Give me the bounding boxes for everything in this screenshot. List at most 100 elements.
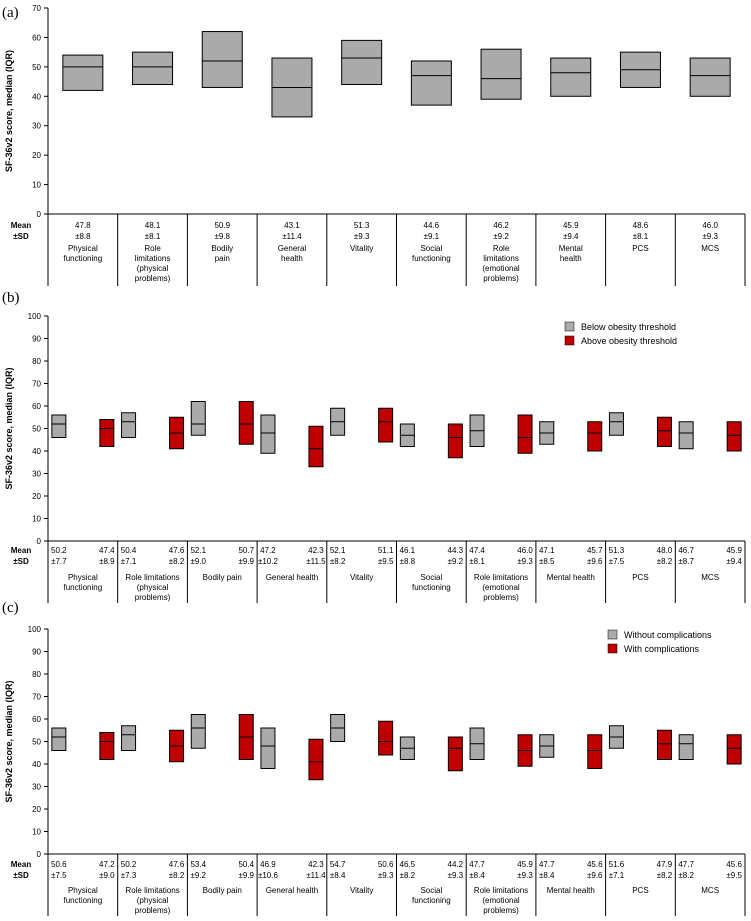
- y-tick-label: 70: [32, 693, 41, 702]
- sd-value: ±9.9: [238, 557, 254, 566]
- category-label: functioning: [63, 896, 102, 905]
- iqr-box: [689, 57, 731, 97]
- y-tick-label: 0: [37, 537, 42, 546]
- stat-header-mean: Mean: [11, 860, 32, 869]
- mean-value: 47.6: [169, 860, 185, 869]
- category-label: Social: [420, 244, 442, 253]
- sd-value: ±9.8: [214, 232, 230, 241]
- legend-swatch: [607, 643, 618, 654]
- category-label: Role: [493, 244, 510, 253]
- sd-value: ±9.5: [378, 557, 394, 566]
- category-label: functioning: [412, 896, 451, 905]
- mean-value: 47.9: [657, 860, 673, 869]
- category-label: Role limitations: [474, 573, 528, 582]
- mean-value: 50.6: [378, 860, 394, 869]
- sd-value: ±7.1: [121, 557, 137, 566]
- iqr-box: [656, 416, 672, 447]
- sd-value: ±8.4: [469, 871, 485, 880]
- category-label: problems): [135, 593, 171, 602]
- mean-value: 50.9: [214, 221, 230, 230]
- legend-label: With complications: [624, 644, 700, 654]
- category-label: health: [281, 254, 303, 263]
- y-tick-label: 50: [32, 738, 41, 747]
- sd-value: ±8.2: [169, 557, 185, 566]
- category-label: PCS: [632, 244, 648, 253]
- iqr-box: [190, 714, 206, 749]
- iqr-box: [378, 407, 394, 443]
- category-label: Role limitations: [125, 886, 179, 895]
- category-label: Role limitations: [474, 886, 528, 895]
- iqr-box: [190, 401, 206, 436]
- y-tick-label: 60: [32, 33, 41, 42]
- y-tick-label: 40: [32, 92, 41, 101]
- mean-value: 46.2: [493, 221, 509, 230]
- category-label: pain: [215, 254, 230, 263]
- category-label: Physical: [68, 244, 98, 253]
- mean-value: 47.7: [539, 860, 555, 869]
- mean-value: 42.3: [308, 546, 324, 555]
- sd-value: ±8.1: [469, 557, 485, 566]
- mean-value: 51.1: [378, 546, 394, 555]
- sd-value: ±9.6: [587, 557, 603, 566]
- y-tick-label: 80: [32, 357, 41, 366]
- mean-value: 46.7: [678, 546, 694, 555]
- iqr-box: [201, 31, 243, 88]
- sd-value: ±8.1: [145, 232, 161, 241]
- category-label: (physical: [137, 896, 169, 905]
- category-label: functioning: [63, 583, 102, 592]
- category-label: functioning: [412, 583, 451, 592]
- panel-label: (a): [2, 5, 19, 21]
- sd-value: ±8.4: [330, 871, 346, 880]
- iqr-box: [121, 412, 137, 438]
- mean-value: 50.6: [51, 860, 67, 869]
- category-label: problems): [483, 906, 519, 915]
- sd-value: ±9.9: [238, 871, 254, 880]
- y-tick-label: 90: [32, 335, 41, 344]
- y-axis-title: SF-36v2 score, median (IQR): [4, 367, 14, 489]
- y-tick-label: 50: [32, 63, 41, 72]
- y-tick-label: 20: [32, 492, 41, 501]
- sd-value: ±8.2: [330, 557, 346, 566]
- mean-value: 44.3: [448, 546, 464, 555]
- iqr-box: [99, 732, 115, 760]
- mean-value: 47.2: [99, 860, 115, 869]
- mean-value: 45.6: [587, 860, 603, 869]
- y-tick-label: 30: [32, 470, 41, 479]
- mean-value: 47.2: [260, 546, 276, 555]
- mean-value: 48.1: [145, 221, 161, 230]
- sd-value: ±8.7: [678, 557, 694, 566]
- sd-value: ±7.5: [609, 557, 625, 566]
- mean-value: 50.2: [121, 860, 137, 869]
- mean-value: 45.9: [563, 221, 579, 230]
- category-label: Physical: [68, 573, 98, 582]
- y-tick-label: 10: [32, 515, 41, 524]
- panel-label: (c): [2, 600, 19, 616]
- iqr-box: [678, 421, 694, 450]
- sd-value: ±8.2: [657, 871, 673, 880]
- y-tick-label: 100: [28, 625, 42, 634]
- legend-swatch: [564, 335, 575, 346]
- iqr-box: [587, 421, 603, 452]
- iqr-box: [550, 57, 592, 97]
- mean-value: 52.1: [190, 546, 206, 555]
- iqr-box: [51, 414, 67, 438]
- mean-value: 52.1: [330, 546, 346, 555]
- mean-value: 53.4: [190, 860, 206, 869]
- y-tick-label: 100: [28, 312, 42, 321]
- y-tick-label: 30: [32, 783, 41, 792]
- y-tick-label: 60: [32, 715, 41, 724]
- stat-header-mean: Mean: [11, 221, 32, 230]
- iqr-box: [656, 729, 672, 760]
- mean-value: 45.9: [726, 546, 742, 555]
- sd-value: ±9.3: [517, 557, 533, 566]
- mean-value: 45.9: [517, 860, 533, 869]
- legend-swatch: [607, 629, 618, 640]
- mean-value: 44.6: [424, 221, 440, 230]
- sd-value: ±9.4: [563, 232, 579, 241]
- category-label: functioning: [63, 254, 102, 263]
- sd-value: ±8.4: [539, 871, 555, 880]
- mean-value: 46.5: [400, 860, 416, 869]
- mean-value: 47.4: [99, 546, 115, 555]
- iqr-box: [62, 54, 104, 91]
- category-label: functioning: [412, 254, 451, 263]
